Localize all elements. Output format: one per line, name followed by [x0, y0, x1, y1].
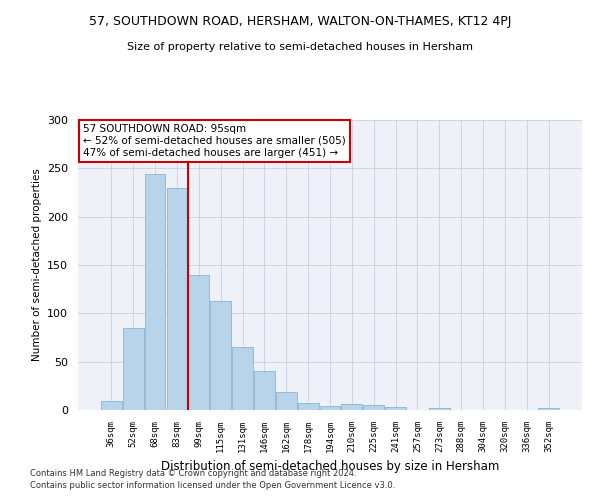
Bar [232, 347, 253, 410]
Bar [276, 392, 296, 410]
X-axis label: Distribution of semi-detached houses by size in Hersham: Distribution of semi-detached houses by … [161, 460, 499, 473]
Bar [188, 274, 209, 410]
Text: Contains public sector information licensed under the Open Government Licence v3: Contains public sector information licen… [30, 481, 395, 490]
Bar [210, 301, 231, 410]
Bar [320, 406, 340, 410]
Bar [101, 402, 122, 410]
Bar [254, 372, 275, 410]
Bar [341, 404, 362, 410]
Text: Size of property relative to semi-detached houses in Hersham: Size of property relative to semi-detach… [127, 42, 473, 52]
Bar [123, 328, 143, 410]
Bar [429, 408, 450, 410]
Bar [538, 408, 559, 410]
Bar [385, 407, 406, 410]
Text: 57, SOUTHDOWN ROAD, HERSHAM, WALTON-ON-THAMES, KT12 4PJ: 57, SOUTHDOWN ROAD, HERSHAM, WALTON-ON-T… [89, 15, 511, 28]
Bar [145, 174, 166, 410]
Bar [298, 403, 319, 410]
Y-axis label: Number of semi-detached properties: Number of semi-detached properties [32, 168, 41, 362]
Bar [167, 188, 187, 410]
Bar [364, 405, 384, 410]
Text: 57 SOUTHDOWN ROAD: 95sqm
← 52% of semi-detached houses are smaller (505)
47% of : 57 SOUTHDOWN ROAD: 95sqm ← 52% of semi-d… [83, 124, 346, 158]
Text: Contains HM Land Registry data © Crown copyright and database right 2024.: Contains HM Land Registry data © Crown c… [30, 468, 356, 477]
